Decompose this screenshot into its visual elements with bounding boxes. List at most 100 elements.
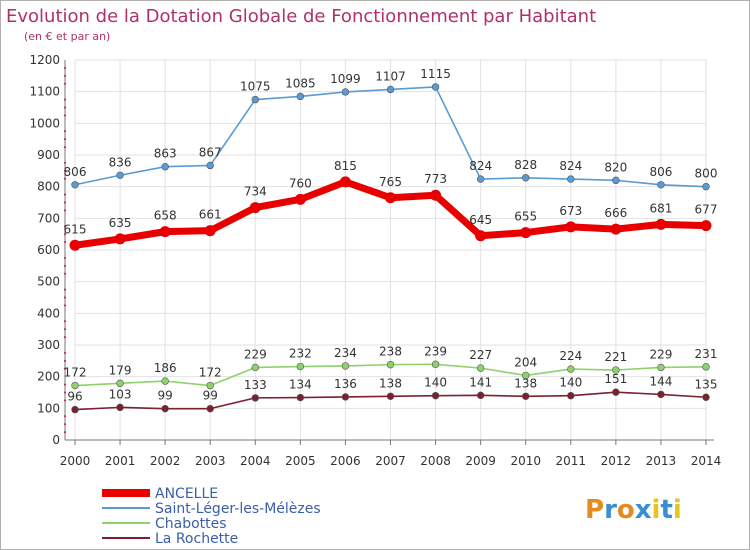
y-minor-tick: [63, 383, 67, 386]
data-label-3-1: 103: [109, 387, 132, 401]
data-label-3-0: 96: [67, 390, 82, 404]
data-label-0-12: 666: [604, 206, 627, 220]
y-minor-tick: [63, 296, 67, 299]
grid-lines: [74, 59, 707, 440]
point-1-13: [657, 181, 665, 189]
y-minor-tick: [63, 391, 67, 394]
y-minor-tick: [63, 423, 67, 426]
data-label-1-10: 828: [514, 158, 537, 172]
point-0-6: [339, 176, 351, 188]
data-label-3-13: 144: [649, 374, 672, 388]
point-2-12: [612, 366, 620, 374]
y-minor-tick: [63, 399, 67, 402]
data-label-1-14: 800: [695, 167, 718, 181]
data-label-3-3: 99: [203, 389, 218, 403]
point-2-11: [567, 365, 575, 373]
point-2-10: [522, 371, 530, 380]
point-1-11: [567, 175, 575, 183]
data-label-3-8: 140: [424, 376, 447, 390]
data-label-0-2: 658: [154, 209, 177, 223]
point-1-3: [206, 161, 214, 170]
point-3-5: [296, 393, 305, 402]
data-label-3-5: 134: [289, 378, 312, 392]
data-label-1-1: 836: [109, 155, 132, 169]
legend-label-3: La Rochette: [155, 531, 238, 547]
data-label-3-9: 141: [469, 375, 492, 389]
y-minor-tick: [63, 415, 67, 418]
y-minor-tick: [63, 367, 67, 370]
x-tick-2002: 2002: [150, 454, 181, 468]
data-label-2-2: 186: [154, 361, 177, 375]
x-tick-2001: 2001: [105, 454, 136, 468]
data-label-0-5: 760: [289, 176, 312, 190]
data-label-2-7: 238: [379, 345, 402, 359]
point-3-2: [161, 404, 169, 413]
chart-title: Evolution de la Dotation Globale de Fonc…: [6, 6, 596, 27]
y-minor-tick: [63, 288, 67, 291]
data-label-2-6: 234: [334, 346, 357, 360]
point-0-13: [655, 218, 667, 230]
x-tick-2014: 2014: [691, 454, 722, 468]
y-tick-900: 900: [37, 148, 60, 162]
x-tick-labels: 2000 2001 2002 2003 2004 2005 2006 2007 2008 2009…: [60, 454, 722, 468]
data-label-3-4: 133: [244, 378, 267, 392]
y-minor-tick: [63, 82, 67, 85]
y-minor-tick: [63, 98, 67, 101]
point-3-7: [386, 392, 395, 400]
y-tick-600: 600: [37, 243, 60, 257]
point-0-0: [69, 239, 81, 251]
point-1-4: [251, 95, 259, 104]
y-minor-tick: [63, 320, 67, 323]
y-minor-tick: [63, 66, 67, 70]
point-0-12: [610, 223, 622, 235]
data-labels: 615 635 658 661 734 760 815 765 773 645 655 673 666 6…: [64, 67, 718, 404]
point-3-14: [702, 393, 710, 401]
point-1-0: [71, 181, 79, 189]
point-2-7: [386, 360, 395, 369]
point-0-10: [520, 227, 532, 239]
point-1-5: [296, 92, 305, 101]
point-3-8: [431, 391, 440, 400]
y-minor-tick: [63, 430, 67, 434]
x-tick-2009: 2009: [465, 454, 496, 468]
point-0-11: [565, 221, 577, 233]
point-2-6: [341, 362, 350, 370]
point-3-10: [522, 392, 530, 400]
point-3-3: [206, 404, 214, 413]
data-label-2-1: 179: [109, 363, 132, 377]
point-2-5: [296, 362, 305, 371]
legend-label-2: Chabottes: [155, 516, 227, 532]
y-minor-tick: [63, 145, 67, 149]
point-1-14: [702, 182, 710, 191]
point-0-9: [475, 230, 487, 242]
data-label-1-0: 806: [64, 165, 87, 179]
data-label-1-9: 824: [469, 159, 492, 173]
data-label-0-13: 681: [649, 201, 672, 215]
data-label-1-12: 820: [604, 160, 627, 174]
data-label-0-1: 635: [109, 216, 132, 230]
y-minor-tick: [63, 240, 67, 244]
y-minor-tick: [63, 169, 67, 172]
point-0-4: [249, 202, 261, 214]
data-label-0-3: 661: [199, 208, 222, 222]
point-2-2: [161, 377, 169, 385]
data-label-2-5: 232: [289, 347, 312, 361]
data-label-0-11: 673: [559, 204, 582, 218]
point-0-14: [700, 220, 712, 232]
y-minor-tick: [63, 201, 67, 204]
legend: ANCELLESaint-Léger-les-MélèzesChabottesL…: [102, 486, 321, 547]
x-tick-2011: 2011: [556, 454, 587, 468]
data-label-2-0: 172: [64, 366, 87, 380]
point-2-1: [116, 379, 124, 388]
x-tick-2003: 2003: [195, 454, 226, 468]
x-tick-2004: 2004: [240, 454, 271, 468]
point-1-10: [522, 174, 530, 182]
y-tick-700: 700: [37, 211, 60, 225]
y-minor-tick: [63, 335, 67, 339]
point-3-4: [251, 394, 259, 402]
y-tick-300: 300: [37, 338, 60, 352]
data-label-2-14: 231: [695, 347, 718, 361]
point-2-9: [476, 364, 485, 372]
data-label-1-13: 806: [649, 165, 672, 179]
